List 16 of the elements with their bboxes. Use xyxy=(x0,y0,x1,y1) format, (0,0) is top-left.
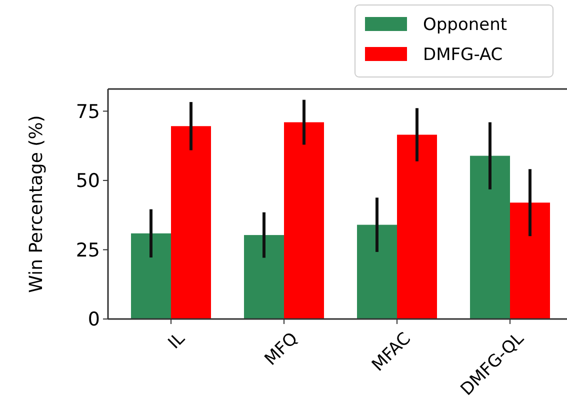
y-tick-label: 25 xyxy=(76,239,100,262)
bar xyxy=(357,224,397,319)
legend-label: DMFG-AC xyxy=(423,44,503,65)
bar xyxy=(510,202,550,319)
x-tick-label: IL xyxy=(164,328,190,354)
bar xyxy=(470,156,510,319)
y-tick-label: 75 xyxy=(76,100,100,123)
bar xyxy=(131,233,171,319)
y-axis-title: Win Percentage (%) xyxy=(26,115,47,293)
legend-label: Opponent xyxy=(423,14,508,35)
bar xyxy=(284,122,324,319)
bar xyxy=(397,134,437,319)
y-tick-label: 0 xyxy=(88,308,100,331)
y-tick-label: 50 xyxy=(76,170,100,192)
bar xyxy=(244,235,284,319)
bar xyxy=(171,126,211,319)
